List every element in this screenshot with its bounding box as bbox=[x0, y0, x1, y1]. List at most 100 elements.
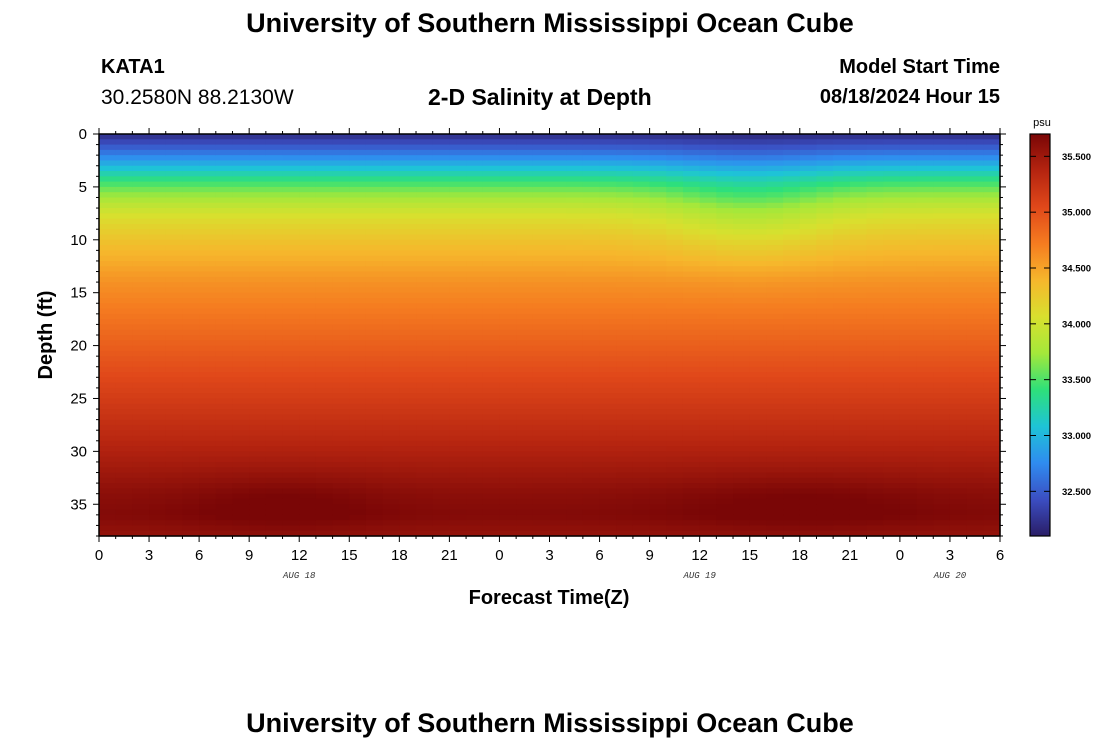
heatmap-cell bbox=[966, 197, 984, 204]
heatmap-cell bbox=[532, 250, 551, 257]
heatmap-cell bbox=[599, 202, 617, 209]
heatmap-cell bbox=[282, 424, 300, 431]
heatmap-cell bbox=[916, 229, 934, 236]
heatmap-cell bbox=[766, 382, 784, 389]
heatmap-cell bbox=[315, 366, 334, 373]
heatmap-cell bbox=[466, 477, 484, 484]
heatmap-cell bbox=[432, 366, 450, 373]
heatmap-cell bbox=[783, 266, 801, 273]
heatmap-cell bbox=[733, 276, 751, 283]
heatmap-cell bbox=[933, 477, 951, 484]
x-tick-label: 21 bbox=[441, 547, 458, 564]
heatmap-cell bbox=[833, 435, 851, 442]
heatmap-cell bbox=[215, 197, 234, 204]
heatmap-cell bbox=[199, 144, 217, 151]
heatmap-cell bbox=[532, 197, 551, 204]
heatmap-cell bbox=[449, 387, 467, 394]
heatmap-cell bbox=[716, 451, 734, 458]
heatmap-cell bbox=[716, 213, 734, 220]
heatmap-cell bbox=[349, 213, 367, 220]
heatmap-cell bbox=[899, 340, 918, 347]
heatmap-cell bbox=[949, 414, 968, 421]
heatmap-cell bbox=[182, 493, 200, 500]
heatmap-cell bbox=[783, 313, 801, 320]
heatmap-cell bbox=[315, 483, 334, 489]
heatmap-cell bbox=[432, 223, 450, 230]
heatmap-cell bbox=[499, 382, 517, 389]
heatmap-cell bbox=[399, 419, 417, 426]
heatmap-cell bbox=[899, 483, 918, 489]
heatmap-cell bbox=[833, 287, 851, 294]
heatmap-cell bbox=[282, 139, 300, 146]
heatmap-cell bbox=[933, 414, 951, 421]
heatmap-cell bbox=[99, 165, 117, 172]
heatmap-cell bbox=[716, 324, 734, 331]
heatmap-cell bbox=[449, 509, 467, 516]
heatmap-cell bbox=[566, 514, 584, 521]
heatmap-cell bbox=[916, 514, 934, 521]
heatmap-cell bbox=[783, 451, 801, 458]
heatmap-cell bbox=[182, 186, 200, 193]
heatmap-cell bbox=[349, 377, 367, 384]
heatmap-cell bbox=[332, 229, 350, 236]
heatmap-cell bbox=[983, 504, 1001, 511]
heatmap-cell bbox=[265, 239, 284, 246]
heatmap-cell bbox=[265, 440, 284, 447]
heatmap-cell bbox=[599, 234, 617, 241]
heatmap-cell bbox=[699, 446, 717, 452]
heatmap-cell bbox=[165, 186, 184, 193]
heatmap-cell bbox=[549, 260, 567, 267]
heatmap-cell bbox=[716, 398, 734, 405]
heatmap-cell bbox=[749, 372, 768, 378]
heatmap-cell bbox=[833, 202, 851, 209]
heatmap-cell bbox=[532, 186, 551, 193]
heatmap-cell bbox=[299, 372, 317, 378]
heatmap-cell bbox=[232, 361, 250, 368]
heatmap-cell bbox=[582, 292, 601, 299]
heatmap-cell bbox=[232, 282, 250, 288]
heatmap-cell bbox=[599, 467, 617, 474]
heatmap-cell bbox=[265, 292, 284, 299]
heatmap-cell bbox=[499, 266, 517, 273]
heatmap-cell bbox=[899, 171, 918, 177]
heatmap-cell bbox=[883, 160, 901, 167]
heatmap-cell bbox=[599, 509, 617, 516]
heatmap-cell bbox=[816, 287, 834, 294]
heatmap-cell bbox=[582, 234, 601, 241]
heatmap-cell bbox=[733, 477, 751, 484]
heatmap-cell bbox=[315, 239, 334, 246]
heatmap-cell bbox=[682, 356, 701, 363]
heatmap-cell bbox=[582, 260, 601, 267]
heatmap-cell bbox=[232, 498, 250, 505]
heatmap-cell bbox=[716, 282, 734, 288]
heatmap-cell bbox=[666, 382, 684, 389]
heatmap-cell bbox=[416, 467, 434, 474]
heatmap-cell bbox=[449, 440, 467, 447]
heatmap-cell bbox=[599, 361, 617, 368]
heatmap-cell bbox=[399, 350, 417, 357]
heatmap-cell bbox=[933, 149, 951, 156]
heatmap-cell bbox=[833, 324, 851, 331]
heatmap-cell bbox=[466, 149, 484, 156]
heatmap-cell bbox=[816, 419, 834, 426]
heatmap-cell bbox=[699, 356, 717, 363]
heatmap-cell bbox=[232, 414, 250, 421]
heatmap-cell bbox=[699, 435, 717, 442]
heatmap-cell bbox=[682, 446, 701, 452]
heatmap-cell bbox=[265, 160, 284, 167]
heatmap-cell bbox=[833, 223, 851, 230]
heatmap-cell bbox=[299, 149, 317, 156]
heatmap-cell bbox=[616, 134, 634, 140]
heatmap-cell bbox=[115, 197, 133, 204]
heatmap-cell bbox=[666, 387, 684, 394]
heatmap-cell bbox=[365, 361, 384, 368]
heatmap-cell bbox=[649, 139, 667, 146]
heatmap-cell bbox=[399, 186, 417, 193]
heatmap-cell bbox=[682, 525, 701, 532]
heatmap-cell bbox=[399, 456, 417, 463]
heatmap-cell bbox=[616, 335, 634, 341]
heatmap-cell bbox=[599, 308, 617, 315]
heatmap-cell bbox=[699, 292, 717, 299]
heatmap-cell bbox=[766, 514, 784, 521]
heatmap-cell bbox=[499, 435, 517, 442]
